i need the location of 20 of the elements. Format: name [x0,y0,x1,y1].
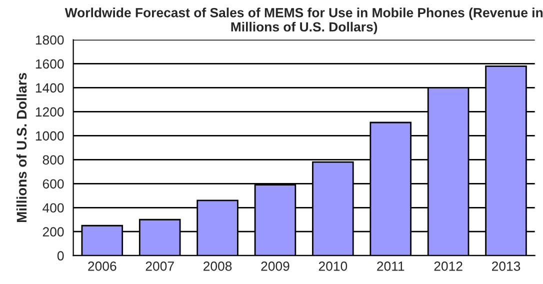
x-tick-label: 2013 [492,262,520,271]
y-tick-label: 1200 [36,107,64,117]
y-tick-label: 0 [57,251,64,261]
y-axis-title: Millions of U.S. Dollars [16,73,27,222]
x-tick-label: 2009 [261,262,290,271]
y-tick-label: 1600 [36,59,64,69]
y-tick-label: 1400 [36,83,64,93]
y-tick-label: 1800 [36,35,64,45]
x-tick-label: 2008 [204,262,232,271]
y-tick-label: 600 [42,179,64,189]
y-tick-label: 800 [42,155,64,165]
x-tick-label: 2006 [88,262,116,271]
chart-title: Worldwide Forecast of Sales of MEMS for Use in Mobile Phones (Revenue in Millions of U.S. Dollars) [64,8,543,34]
x-tick-label: 2007 [146,262,174,271]
x-tick-label: 2010 [318,262,348,271]
x-tick-label: 2011 [377,262,404,271]
x-tick-label: 2012 [434,262,462,271]
y-tick-label: 400 [42,203,64,213]
y-tick-label: 1000 [36,131,64,141]
y-tick-label: 200 [42,227,64,237]
